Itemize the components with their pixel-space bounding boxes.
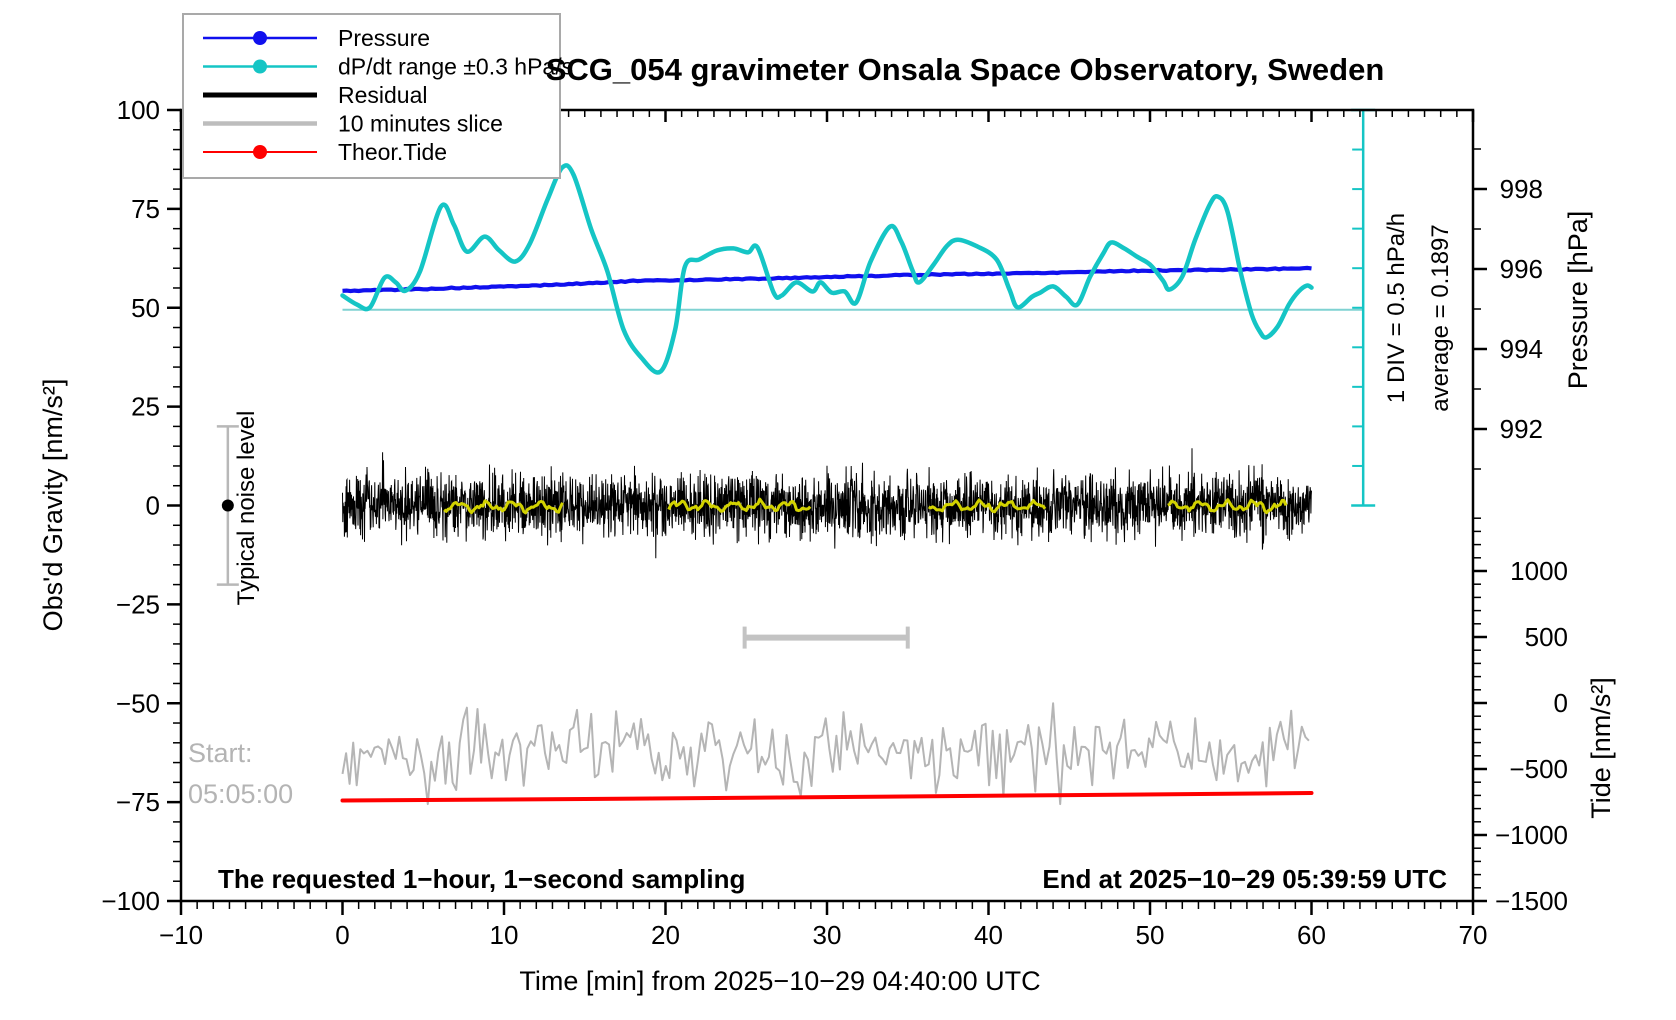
- tide-line: [340, 791, 1314, 803]
- y-tick-label: −100: [101, 886, 160, 916]
- dpdt-curve: [340, 163, 1314, 375]
- x-tick-label: 20: [651, 920, 680, 950]
- x-tick-label: 40: [974, 920, 1003, 950]
- x-tick-label: 30: [813, 920, 842, 950]
- y-tick-label: 0: [146, 491, 160, 521]
- pressure-line: [342, 265, 1312, 294]
- chart-title: SCG_054 gravimeter Onsala Space Observat…: [546, 52, 1385, 87]
- x-axis-label: Time [min] from 2025−10−29 04:40:00 UTC: [519, 966, 1040, 996]
- pressure-tick-label: 998: [1500, 174, 1543, 204]
- noise-errorbar-dot: [221, 499, 234, 512]
- noise-level-label: Typical noise level: [233, 411, 260, 606]
- y-tick-label: 50: [131, 293, 160, 323]
- residual-smoothed-segment: [1167, 498, 1288, 515]
- tide-tick-label: 0: [1554, 688, 1568, 718]
- x-tick-label: 50: [1136, 920, 1165, 950]
- sampling-note: The requested 1−hour, 1−second sampling: [218, 864, 745, 894]
- y-tick-label: −50: [116, 688, 160, 718]
- tide-tick-label: −500: [1509, 754, 1568, 784]
- x-tick-label: 70: [1459, 920, 1488, 950]
- x-tick-label: 10: [490, 920, 519, 950]
- y-tick-label: 75: [131, 194, 160, 224]
- legend-sample-dot: [253, 31, 267, 45]
- y-tick-label: −75: [116, 787, 160, 817]
- tide-tick-label: 1000: [1510, 556, 1568, 586]
- y-tick-label: 25: [131, 392, 160, 422]
- y-tick-label: −25: [116, 589, 160, 619]
- legend-entry-label: dP/dt range ±0.3 hPa/s: [338, 54, 573, 80]
- legend-entry-label: Residual: [338, 82, 428, 108]
- y-axis-label-gravity: Obs'd Gravity [nm/s²]: [38, 379, 68, 632]
- pressure-tick-label: 992: [1500, 414, 1543, 444]
- legend-entry-label: Theor.Tide: [338, 139, 447, 165]
- average-label: average = 0.1897: [1427, 224, 1454, 412]
- residual-smoothed-segment: [443, 499, 564, 515]
- legend-entry-label: 10 minutes slice: [338, 111, 503, 137]
- legend-entry-label: Pressure: [338, 25, 430, 51]
- tide-tick-label: −1500: [1495, 886, 1568, 916]
- y-axis-label-tide: Tide [nm/s²]: [1586, 677, 1616, 819]
- x-tick-label: 0: [335, 920, 349, 950]
- legend-sample-dot: [253, 145, 267, 159]
- pressure-tick-label: 994: [1500, 334, 1543, 364]
- start-time: 05:05:00: [188, 779, 293, 809]
- y-tick-label: 100: [117, 95, 160, 125]
- tide-tick-label: 500: [1525, 622, 1568, 652]
- tide-tick-label: −1000: [1495, 820, 1568, 850]
- div-scale-label: 1 DIV = 0.5 hPa/h: [1383, 213, 1410, 403]
- start-label: Start:: [188, 738, 253, 768]
- pressure-tick-label: 996: [1500, 254, 1543, 284]
- residual-smoothed-segment: [927, 498, 1047, 514]
- residual-trace: [342, 448, 1312, 559]
- x-tick-label: 60: [1297, 920, 1326, 950]
- legend-sample-dot: [253, 59, 267, 74]
- end-time-note: End at 2025−10−29 05:39:59 UTC: [1042, 864, 1447, 894]
- slice-trace: [341, 702, 1310, 806]
- residual-smoothed-segment: [667, 497, 812, 513]
- x-tick-label: −10: [159, 920, 203, 950]
- y-axis-label-pressure: Pressure [hPa]: [1563, 211, 1593, 390]
